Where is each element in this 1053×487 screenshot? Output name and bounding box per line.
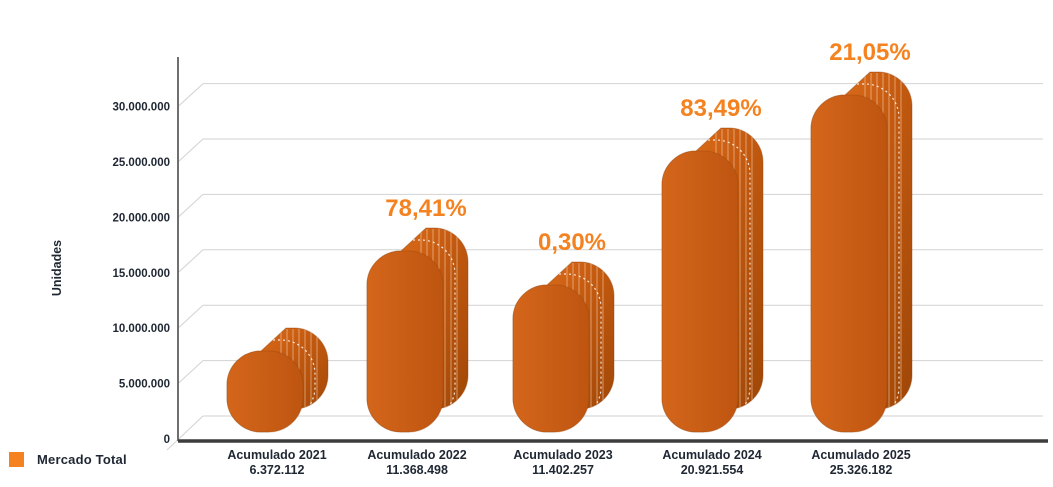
y-axis-title: Unidades bbox=[50, 239, 64, 297]
y-tick-label-0: 0 bbox=[164, 434, 170, 446]
bar-acumulado-2023 bbox=[512, 261, 615, 433]
pct-label-2023: 0,30% bbox=[538, 229, 606, 256]
y-tick-label-1: 5.000.000 bbox=[119, 379, 170, 391]
grid-depth-line bbox=[166, 415, 204, 451]
y-tick-label-4: 20.000.000 bbox=[112, 212, 170, 224]
pct-label-2022: 78,41% bbox=[385, 195, 466, 222]
category-label-2024: Acumulado 2024 20.921.554 bbox=[662, 448, 761, 477]
bar-acumulado-2022 bbox=[366, 227, 469, 433]
bar-seam-line bbox=[413, 239, 456, 422]
grid-depth-line bbox=[177, 360, 204, 384]
category-label-2023: Acumulado 2023 11.402.257 bbox=[513, 448, 612, 477]
bar-seam-line bbox=[708, 139, 751, 422]
legend-swatch-icon bbox=[9, 452, 24, 467]
legend: Mercado Total bbox=[9, 452, 127, 467]
pct-label-2025: 21,05% bbox=[829, 39, 910, 66]
grid-depth-line bbox=[177, 194, 204, 218]
legend-label: Mercado Total bbox=[37, 452, 127, 467]
y-tick-label-3: 15.000.000 bbox=[112, 268, 170, 280]
bar-front-face bbox=[810, 94, 888, 433]
bar-acumulado-2025 bbox=[810, 71, 913, 433]
bar-seam-line bbox=[273, 339, 316, 422]
category-label-2022: Acumulado 2022 11.368.498 bbox=[367, 448, 466, 477]
bar-front-face bbox=[661, 150, 739, 433]
category-label-2025: Acumulado 2025 25.326.182 bbox=[811, 448, 910, 477]
y-tick-label-5: 25.000.000 bbox=[112, 157, 170, 169]
bar-acumulado-2021 bbox=[226, 327, 329, 433]
grid-depth-line bbox=[177, 138, 204, 163]
y-tick-label-6: 30.000.000 bbox=[112, 102, 170, 114]
pct-label-2024: 83,49% bbox=[680, 95, 761, 122]
grid-depth-line bbox=[177, 83, 204, 107]
grid-depth-line bbox=[177, 304, 204, 329]
bar-acumulado-2024 bbox=[661, 127, 764, 433]
grid-depth-line bbox=[177, 249, 204, 274]
bar-front-face bbox=[512, 284, 590, 433]
bar-front-face bbox=[226, 350, 304, 433]
y-tick-label-2: 10.000.000 bbox=[112, 323, 170, 335]
category-label-2021: Acumulado 2021 6.372.112 bbox=[227, 448, 326, 477]
bar-front-face bbox=[366, 250, 444, 433]
